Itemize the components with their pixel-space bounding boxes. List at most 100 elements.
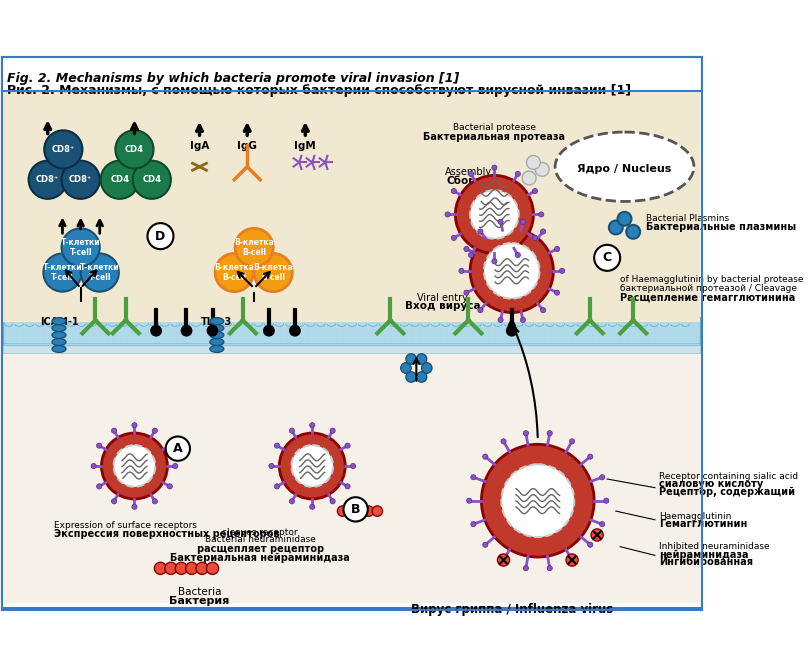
Text: В-клетка
B-cell: В-клетка B-cell [234,238,274,257]
Circle shape [207,563,219,574]
Circle shape [337,506,348,517]
Circle shape [345,443,350,448]
Circle shape [569,557,575,563]
Circle shape [363,506,374,517]
Text: CD4: CD4 [110,175,129,184]
Circle shape [523,430,529,436]
Text: Inhibited neuraminidase: Inhibited neuraminidase [659,542,770,551]
Circle shape [186,563,198,574]
Circle shape [523,566,529,570]
FancyBboxPatch shape [509,318,517,343]
FancyBboxPatch shape [315,318,323,343]
Text: IgA: IgA [190,141,209,151]
FancyBboxPatch shape [676,318,684,343]
Circle shape [594,245,620,271]
Circle shape [626,225,640,239]
Circle shape [451,236,457,240]
Text: нейраминидаза: нейраминидаза [659,549,749,559]
FancyBboxPatch shape [100,318,108,343]
FancyBboxPatch shape [211,318,219,343]
Circle shape [279,433,345,499]
Circle shape [464,246,469,251]
FancyBboxPatch shape [440,318,448,343]
FancyBboxPatch shape [405,318,413,343]
Text: Бактерия: Бактерия [169,596,230,606]
Circle shape [484,243,539,299]
Circle shape [101,161,139,199]
FancyBboxPatch shape [669,318,676,343]
Circle shape [470,229,553,313]
FancyBboxPatch shape [683,318,690,343]
Text: of Haemagglutinin by bacterial protease: of Haemagglutinin by bacterial protease [620,275,804,284]
Circle shape [97,484,101,489]
FancyBboxPatch shape [30,318,38,343]
Ellipse shape [52,345,66,353]
Circle shape [208,326,217,336]
FancyBboxPatch shape [190,318,198,343]
FancyBboxPatch shape [114,318,122,343]
Text: Bacterial neuraminidase: Bacterial neuraminidase [204,536,315,544]
Text: Т-клетки
T-cell: Т-клетки T-cell [61,238,101,257]
Circle shape [132,422,137,428]
Circle shape [483,542,488,547]
Circle shape [182,326,191,336]
Circle shape [269,463,274,468]
Circle shape [547,566,552,570]
Text: Assembly: Assembly [444,166,492,177]
FancyBboxPatch shape [183,318,191,343]
FancyBboxPatch shape [634,318,642,343]
FancyBboxPatch shape [252,318,260,343]
Circle shape [165,563,177,574]
Text: CD8⁺: CD8⁺ [36,175,59,184]
Circle shape [532,188,538,193]
Circle shape [603,498,609,503]
Circle shape [310,504,315,509]
Ellipse shape [210,324,224,332]
Ellipse shape [52,332,66,338]
Ellipse shape [555,132,694,201]
FancyBboxPatch shape [516,318,524,343]
FancyBboxPatch shape [155,318,163,343]
FancyBboxPatch shape [467,318,475,343]
Text: CD8⁺: CD8⁺ [52,145,75,154]
FancyBboxPatch shape [398,318,406,343]
FancyBboxPatch shape [572,318,579,343]
Text: Т-клетки
T-cell: Т-клетки T-cell [80,263,119,282]
Text: Ядро / Nucleus: Ядро / Nucleus [577,164,672,174]
Circle shape [478,229,483,234]
Circle shape [167,484,173,489]
FancyBboxPatch shape [72,318,79,343]
Circle shape [167,443,173,448]
Text: Расщепление гемагглютинина: Расщепление гемагглютинина [620,293,796,303]
FancyBboxPatch shape [65,318,73,343]
Circle shape [80,253,119,291]
Circle shape [175,563,187,574]
FancyBboxPatch shape [10,318,17,343]
Circle shape [115,130,153,168]
Text: Рецептор, содержащий: Рецептор, содержащий [659,487,796,497]
Ellipse shape [210,338,224,345]
Text: Viral entry: Viral entry [417,293,468,303]
FancyBboxPatch shape [273,318,281,343]
Circle shape [111,499,117,504]
FancyBboxPatch shape [197,318,204,343]
FancyBboxPatch shape [654,318,663,343]
FancyBboxPatch shape [204,318,212,343]
Circle shape [515,253,521,258]
FancyBboxPatch shape [419,318,427,343]
Circle shape [111,428,117,434]
FancyBboxPatch shape [426,318,434,343]
Text: Сборка: Сборка [446,176,491,186]
FancyBboxPatch shape [523,318,531,343]
Circle shape [588,454,593,459]
Circle shape [274,484,280,489]
Circle shape [165,436,190,461]
Circle shape [469,171,474,176]
Circle shape [521,219,526,224]
FancyBboxPatch shape [260,318,267,343]
Circle shape [196,563,208,574]
Circle shape [478,307,483,313]
FancyBboxPatch shape [301,318,309,343]
Circle shape [507,326,517,336]
Ellipse shape [210,345,224,353]
